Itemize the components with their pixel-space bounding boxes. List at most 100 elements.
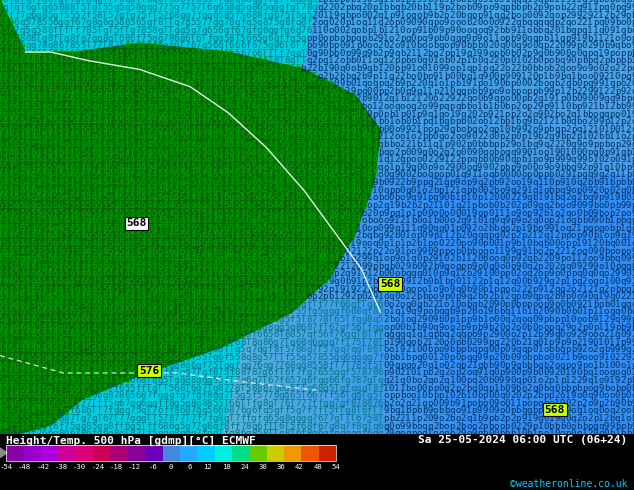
Text: 5: 5 — [141, 110, 146, 119]
Text: b: b — [505, 421, 510, 431]
Text: g: g — [174, 209, 179, 218]
Text: 2: 2 — [339, 262, 344, 271]
Text: o: o — [444, 209, 450, 218]
Text: g: g — [278, 163, 284, 172]
Text: f: f — [129, 171, 135, 179]
Text: 4: 4 — [212, 87, 217, 96]
Text: 5: 5 — [86, 384, 91, 392]
Text: f: f — [113, 270, 119, 278]
Text: 2: 2 — [587, 429, 593, 438]
Text: 4: 4 — [278, 102, 284, 111]
Text: g: g — [268, 41, 273, 50]
Text: 1: 1 — [609, 216, 614, 225]
Text: 9: 9 — [565, 437, 571, 446]
Text: 7: 7 — [350, 338, 356, 347]
Text: p: p — [488, 353, 493, 362]
Text: 5: 5 — [311, 163, 317, 172]
Text: j: j — [152, 338, 157, 347]
Text: 0: 0 — [333, 79, 339, 88]
Text: f: f — [129, 87, 135, 96]
Text: 0: 0 — [521, 33, 526, 43]
Text: 4: 4 — [119, 224, 124, 233]
Text: j: j — [8, 18, 14, 27]
Text: 1: 1 — [527, 0, 532, 4]
Text: T: T — [333, 437, 339, 446]
Text: 5: 5 — [8, 140, 14, 149]
Text: 1: 1 — [554, 224, 559, 233]
Text: 4: 4 — [86, 224, 91, 233]
Text: g: g — [196, 72, 201, 80]
Text: 8: 8 — [273, 345, 278, 354]
Text: T: T — [168, 376, 174, 385]
Text: 2: 2 — [400, 216, 405, 225]
Text: 5: 5 — [102, 72, 107, 80]
Text: 5: 5 — [273, 277, 278, 286]
Text: T: T — [202, 3, 207, 12]
Text: f: f — [58, 49, 63, 58]
Text: 5: 5 — [102, 368, 107, 377]
Text: q: q — [455, 87, 460, 96]
Text: 6: 6 — [102, 307, 107, 317]
Text: 5: 5 — [240, 239, 245, 248]
Text: f: f — [8, 163, 14, 172]
Text: 4: 4 — [179, 330, 184, 339]
Text: 4: 4 — [86, 132, 91, 142]
Text: T: T — [262, 49, 268, 58]
Text: g: g — [301, 246, 306, 256]
Text: o: o — [604, 368, 609, 377]
Text: p: p — [444, 140, 450, 149]
Text: 0: 0 — [488, 209, 493, 218]
Text: 8: 8 — [306, 315, 311, 324]
Text: g: g — [47, 102, 52, 111]
Text: 5: 5 — [30, 209, 36, 218]
Text: f: f — [20, 353, 25, 362]
Text: 5: 5 — [63, 353, 69, 362]
Text: 0: 0 — [571, 292, 576, 301]
Text: b: b — [438, 315, 444, 324]
Text: 4: 4 — [20, 330, 25, 339]
Text: 5: 5 — [8, 307, 14, 317]
Text: 5: 5 — [20, 406, 25, 416]
Text: 0: 0 — [548, 254, 554, 263]
Text: 5: 5 — [323, 95, 328, 103]
Text: f: f — [184, 277, 190, 286]
Text: 1: 1 — [400, 209, 405, 218]
Text: p: p — [593, 140, 598, 149]
Text: p: p — [455, 384, 460, 392]
Text: o: o — [538, 147, 543, 157]
Text: 7: 7 — [306, 399, 311, 408]
Text: 5: 5 — [323, 209, 328, 218]
Text: 4: 4 — [20, 246, 25, 256]
Text: 4: 4 — [251, 56, 256, 65]
Text: g: g — [75, 307, 80, 317]
Text: 1: 1 — [532, 376, 538, 385]
Text: 4: 4 — [323, 270, 328, 278]
Text: 0: 0 — [543, 307, 548, 317]
Text: 2: 2 — [378, 102, 383, 111]
Text: 5: 5 — [20, 95, 25, 103]
Text: 6: 6 — [124, 254, 129, 263]
Text: 5: 5 — [196, 224, 201, 233]
Text: 4: 4 — [163, 201, 168, 210]
Text: q: q — [505, 315, 510, 324]
Text: 4: 4 — [202, 315, 207, 324]
Text: j: j — [278, 72, 284, 80]
Text: 0: 0 — [317, 33, 323, 43]
Text: j: j — [47, 178, 52, 187]
Text: b: b — [422, 277, 427, 286]
Text: 5: 5 — [328, 384, 333, 392]
Text: f: f — [36, 322, 41, 332]
Text: 5: 5 — [41, 72, 47, 80]
Text: 5: 5 — [8, 330, 14, 339]
Text: g: g — [108, 361, 113, 369]
Text: 5: 5 — [184, 239, 190, 248]
Text: 0: 0 — [477, 285, 482, 294]
Text: g: g — [152, 147, 157, 157]
Text: 5: 5 — [317, 262, 323, 271]
Text: 5: 5 — [80, 41, 86, 50]
Text: T: T — [207, 384, 212, 392]
Text: 6: 6 — [339, 231, 344, 240]
Text: 6: 6 — [20, 292, 25, 301]
Text: p: p — [510, 163, 515, 172]
Text: 6: 6 — [20, 56, 25, 65]
